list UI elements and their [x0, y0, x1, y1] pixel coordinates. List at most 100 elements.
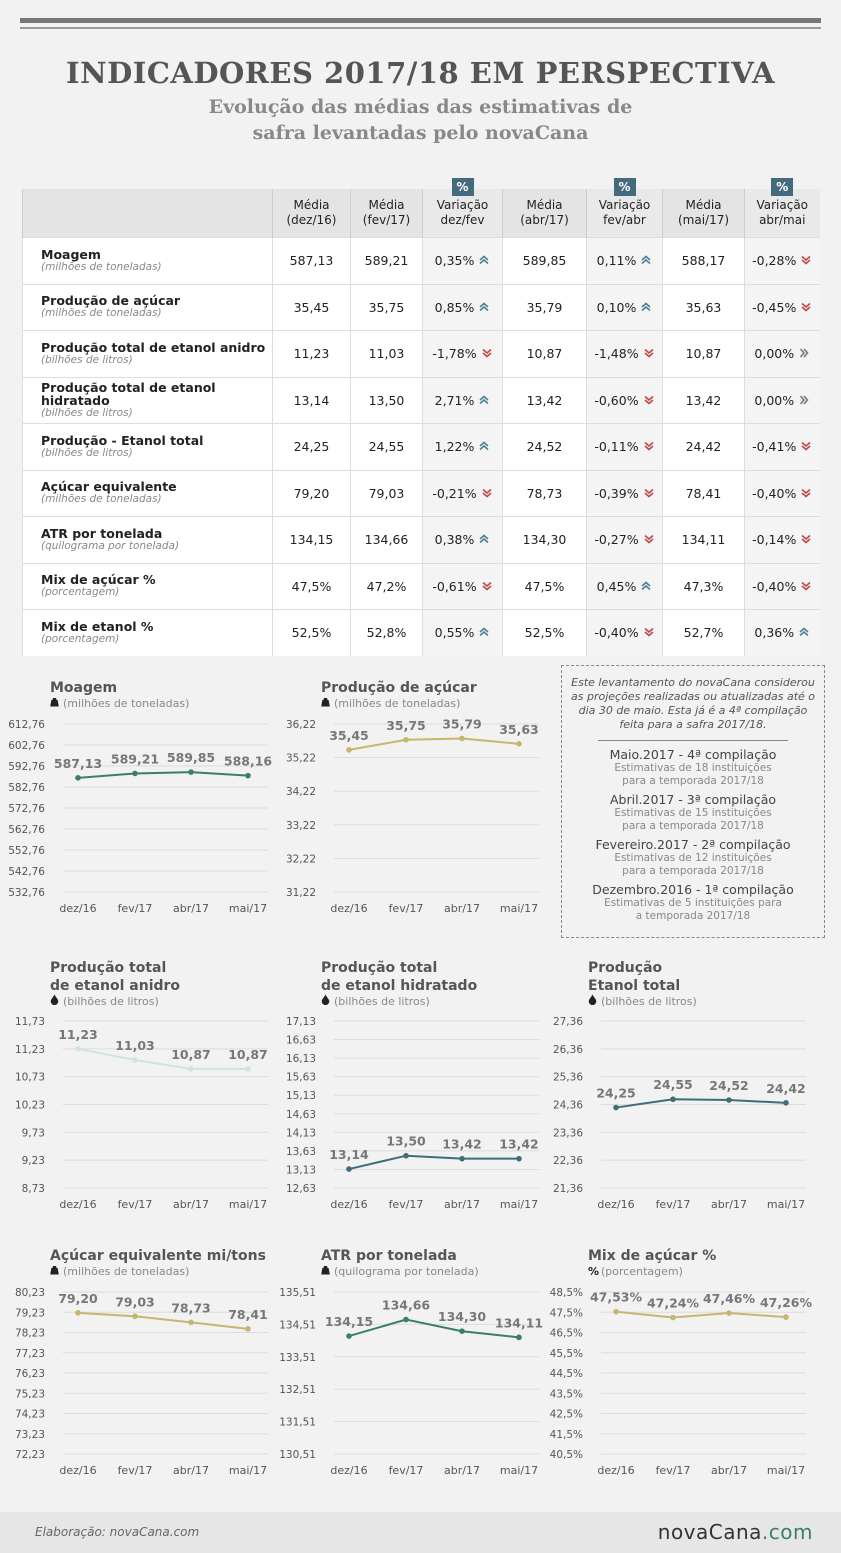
chevron-up-icon	[478, 534, 490, 547]
value-cell: 134,30	[502, 516, 587, 563]
table-row: ATR por tonelada (quilograma por tonelada…	[22, 516, 820, 563]
y-tick-label: 602,76	[8, 740, 45, 752]
cell-value: 10,87	[526, 346, 563, 362]
x-tick-label: fev/17	[118, 1464, 153, 1477]
y-tick-label: 75,23	[15, 1388, 45, 1400]
data-point	[346, 747, 352, 753]
cell-value: 0,45%	[596, 578, 637, 594]
variation-cell: -0,40%	[744, 562, 820, 610]
x-tick-label: fev/17	[656, 1464, 691, 1477]
data-label: 35,63	[499, 722, 539, 737]
table-row: Produção - Etanol total (bilhões de litro…	[22, 423, 820, 470]
chevron-up-icon	[640, 581, 652, 594]
row-unit: (bilhões de litros)	[41, 406, 133, 419]
data-point	[403, 1152, 409, 1159]
chart-title-line1: Produção total	[50, 960, 167, 976]
line-chart: 27,36 26,36 25,36 24,36 23,36 22,36 21,36 24,25…	[553, 957, 811, 1211]
y-tick-label: 16,13	[286, 1053, 316, 1065]
column-header-line2: fev/abr	[603, 213, 646, 227]
variation-cell: -1,48%	[586, 330, 663, 377]
cell-value: 13,42	[526, 392, 563, 408]
footer: Elaboração: novaCana.com novaCana.com	[0, 1512, 841, 1553]
data-label: 24,25	[596, 1086, 636, 1101]
compilation-item: Dezembro.2016 - 1ª compilação Estimativas…	[562, 882, 824, 923]
chart-unit-text: (bilhões de litros)	[601, 995, 697, 1008]
value-cell: 52,5%	[272, 609, 351, 656]
data-point	[132, 1313, 138, 1320]
value-cell: 78,73	[502, 469, 587, 517]
variation-cell: -0,39%	[586, 469, 663, 517]
row-name: Mix de etanol %	[41, 618, 154, 634]
info-box: Este levantamento do novaCana considerou…	[561, 665, 825, 938]
row-unit: (quilograma por tonelada)	[41, 539, 180, 552]
value-cell: 47,3%	[662, 562, 745, 610]
value-cell: 589,21	[350, 237, 423, 284]
row-name: Produção de açúcar	[41, 293, 181, 309]
row-name: Açúcar equivalente	[41, 479, 177, 495]
chevron-down-icon	[800, 255, 812, 268]
cell-value: 47,5%	[524, 578, 565, 594]
x-tick-label: mai/17	[500, 1198, 538, 1211]
value-cell: 11,23	[272, 330, 351, 377]
chevron-down-icon	[481, 581, 493, 594]
data-label: 589,85	[167, 750, 215, 765]
variation-cell: -0,14%	[744, 516, 820, 563]
column-header-0: Média (dez/16)	[272, 189, 351, 238]
chart-title-line1: Produção de açúcar	[321, 680, 477, 696]
x-tick-label: mai/17	[500, 902, 538, 915]
x-tick-label: mai/17	[767, 1198, 805, 1211]
cell-value: -0,61%	[432, 578, 477, 594]
chart-unit-text: (milhões de toneladas)	[63, 1265, 190, 1278]
data-point	[403, 736, 409, 743]
variation-cell: 0,85%	[422, 283, 503, 331]
table-body: Moagem (milhões de toneladas) 587,13 589,21…	[22, 237, 820, 656]
data-label: 79,20	[58, 1291, 98, 1306]
logo-name: novaCana	[657, 1520, 762, 1544]
cell-value: 2,71%	[434, 392, 475, 408]
y-tick-label: 17,13	[286, 1016, 316, 1028]
row-label: Produção total de etanol anidro (bilhões …	[22, 330, 273, 377]
y-tick-label: 80,23	[15, 1287, 45, 1299]
chart-unit: (milhões de toneladas)	[50, 1265, 189, 1278]
variation-cell: -0,28%	[744, 237, 820, 284]
x-tick-label: mai/17	[229, 1464, 267, 1477]
y-tick-label: 72,23	[15, 1449, 45, 1461]
indicators-table: Média (dez/16) Média (fev/17)% Variação dez/f…	[22, 178, 820, 656]
column-header-5: Média (mai/17)	[662, 189, 745, 238]
data-label: 10,87	[228, 1047, 268, 1062]
y-tick-label: 22,36	[553, 1155, 583, 1167]
value-cell: 79,03	[350, 469, 423, 517]
percent-badge: %	[451, 178, 474, 196]
value-cell: 13,14	[272, 376, 351, 424]
column-header-1: Média (fev/17)	[350, 189, 423, 238]
y-tick-label: 8,73	[22, 1183, 45, 1195]
data-point	[132, 770, 138, 777]
chevron-up-icon	[478, 441, 490, 454]
y-tick-label: 73,23	[15, 1429, 45, 1441]
y-tick-label: 44,5%	[550, 1368, 583, 1380]
value-cell: 134,66	[350, 516, 423, 563]
variation-cell: -0,61%	[422, 562, 503, 610]
y-tick-label: 74,23	[15, 1409, 45, 1421]
data-label: 587,13	[54, 756, 102, 771]
chart-title: Mix de açúcar %	[588, 1247, 716, 1265]
table-row: Produção total de etanol anidro (bilhões …	[22, 330, 820, 377]
chart-title-line1: ATR por tonelada	[321, 1248, 457, 1264]
y-tick-label: 9,73	[22, 1127, 45, 1139]
variation-cell: 0,55%	[422, 609, 503, 656]
data-point	[516, 1155, 522, 1162]
data-point	[516, 1334, 522, 1341]
chart-svg: 80,23 79,23 78,23 77,23 76,23 75,23 74,23 73,23…	[15, 1287, 268, 1477]
value-cell: 10,87	[502, 330, 587, 377]
y-tick-label: 77,23	[15, 1348, 45, 1360]
row-name: Moagem	[41, 246, 101, 262]
chart-title-line1: Açúcar equivalente mi/tons	[50, 1248, 266, 1264]
chart-svg: 17,13 16,63 16,13 15,63 15,13 14,63 14,13 13,63…	[286, 1016, 539, 1211]
data-point	[726, 1310, 732, 1316]
page-subtitle: Evolução das médias das estimativas de s…	[0, 94, 841, 146]
y-tick-label: 13,13	[286, 1164, 316, 1176]
data-label: 47,26%	[760, 1295, 813, 1310]
subtitle-line-2: safra levantadas pelo novaCana	[252, 122, 589, 144]
y-tick-label: 24,36	[553, 1100, 583, 1112]
y-tick-label: 33,22	[286, 820, 316, 832]
